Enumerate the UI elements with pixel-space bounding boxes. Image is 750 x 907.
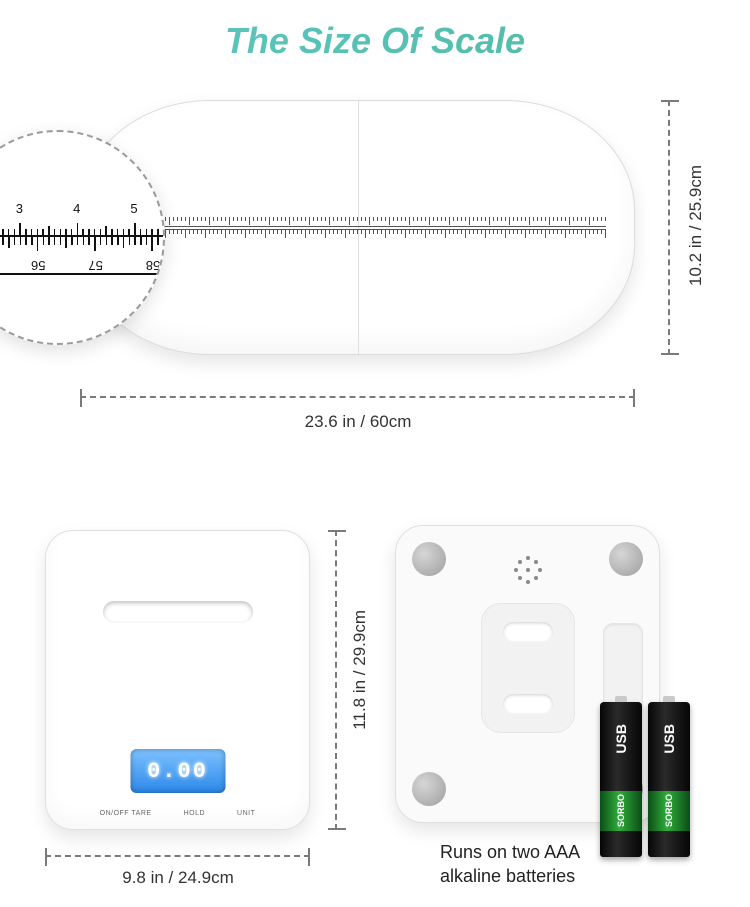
batteries-group: USB SORBO USB SORBO — [600, 702, 690, 857]
base-unit-front: 0.00 ON/OFF TARE HOLD UNIT — [45, 530, 310, 830]
battery-usb-label: USB — [613, 724, 629, 754]
button-unit: UNIT — [237, 810, 255, 817]
lcd-value: 0.00 — [147, 759, 208, 784]
aaa-battery: USB SORBO — [600, 702, 642, 857]
aaa-battery: USB SORBO — [648, 702, 690, 857]
speaker-vent — [514, 556, 542, 584]
button-onoff-tare: ON/OFF TARE — [100, 810, 152, 817]
lcd-display: 0.00 — [130, 749, 225, 793]
rubber-foot — [609, 542, 643, 576]
battery-brand-label: SORBO — [664, 794, 674, 827]
tray-height-dimension — [668, 100, 670, 355]
tray-width-dimension — [80, 396, 635, 398]
page-title: The Size Of Scale — [0, 20, 750, 62]
base-width-label: 9.8 in / 24.9cm — [122, 868, 234, 888]
tray-height-label: 10.2 in / 25.9cm — [686, 165, 706, 286]
base-width-dimension — [45, 855, 310, 857]
rubber-foot — [412, 542, 446, 576]
tray-embedded-ruler — [109, 217, 606, 239]
battery-usb-label: USB — [661, 724, 677, 754]
rubber-foot — [412, 772, 446, 806]
battery-caption: Runs on two AAA alkaline batteries — [440, 840, 580, 889]
tray-width-label: 23.6 in / 60cm — [305, 412, 412, 432]
tray-latch-panel — [481, 603, 575, 733]
base-handle-slot — [103, 601, 253, 623]
latch-catch — [503, 694, 553, 714]
base-height-label: 11.8 in / 29.9cm — [350, 610, 370, 730]
latch-catch — [503, 622, 553, 642]
button-hold: HOLD — [184, 810, 205, 817]
battery-brand-label: SORBO — [616, 794, 626, 827]
magnified-ruler: 2345 58575655 — [0, 201, 163, 275]
base-height-dimension — [335, 530, 337, 830]
button-row: ON/OFF TARE HOLD UNIT — [46, 810, 309, 817]
